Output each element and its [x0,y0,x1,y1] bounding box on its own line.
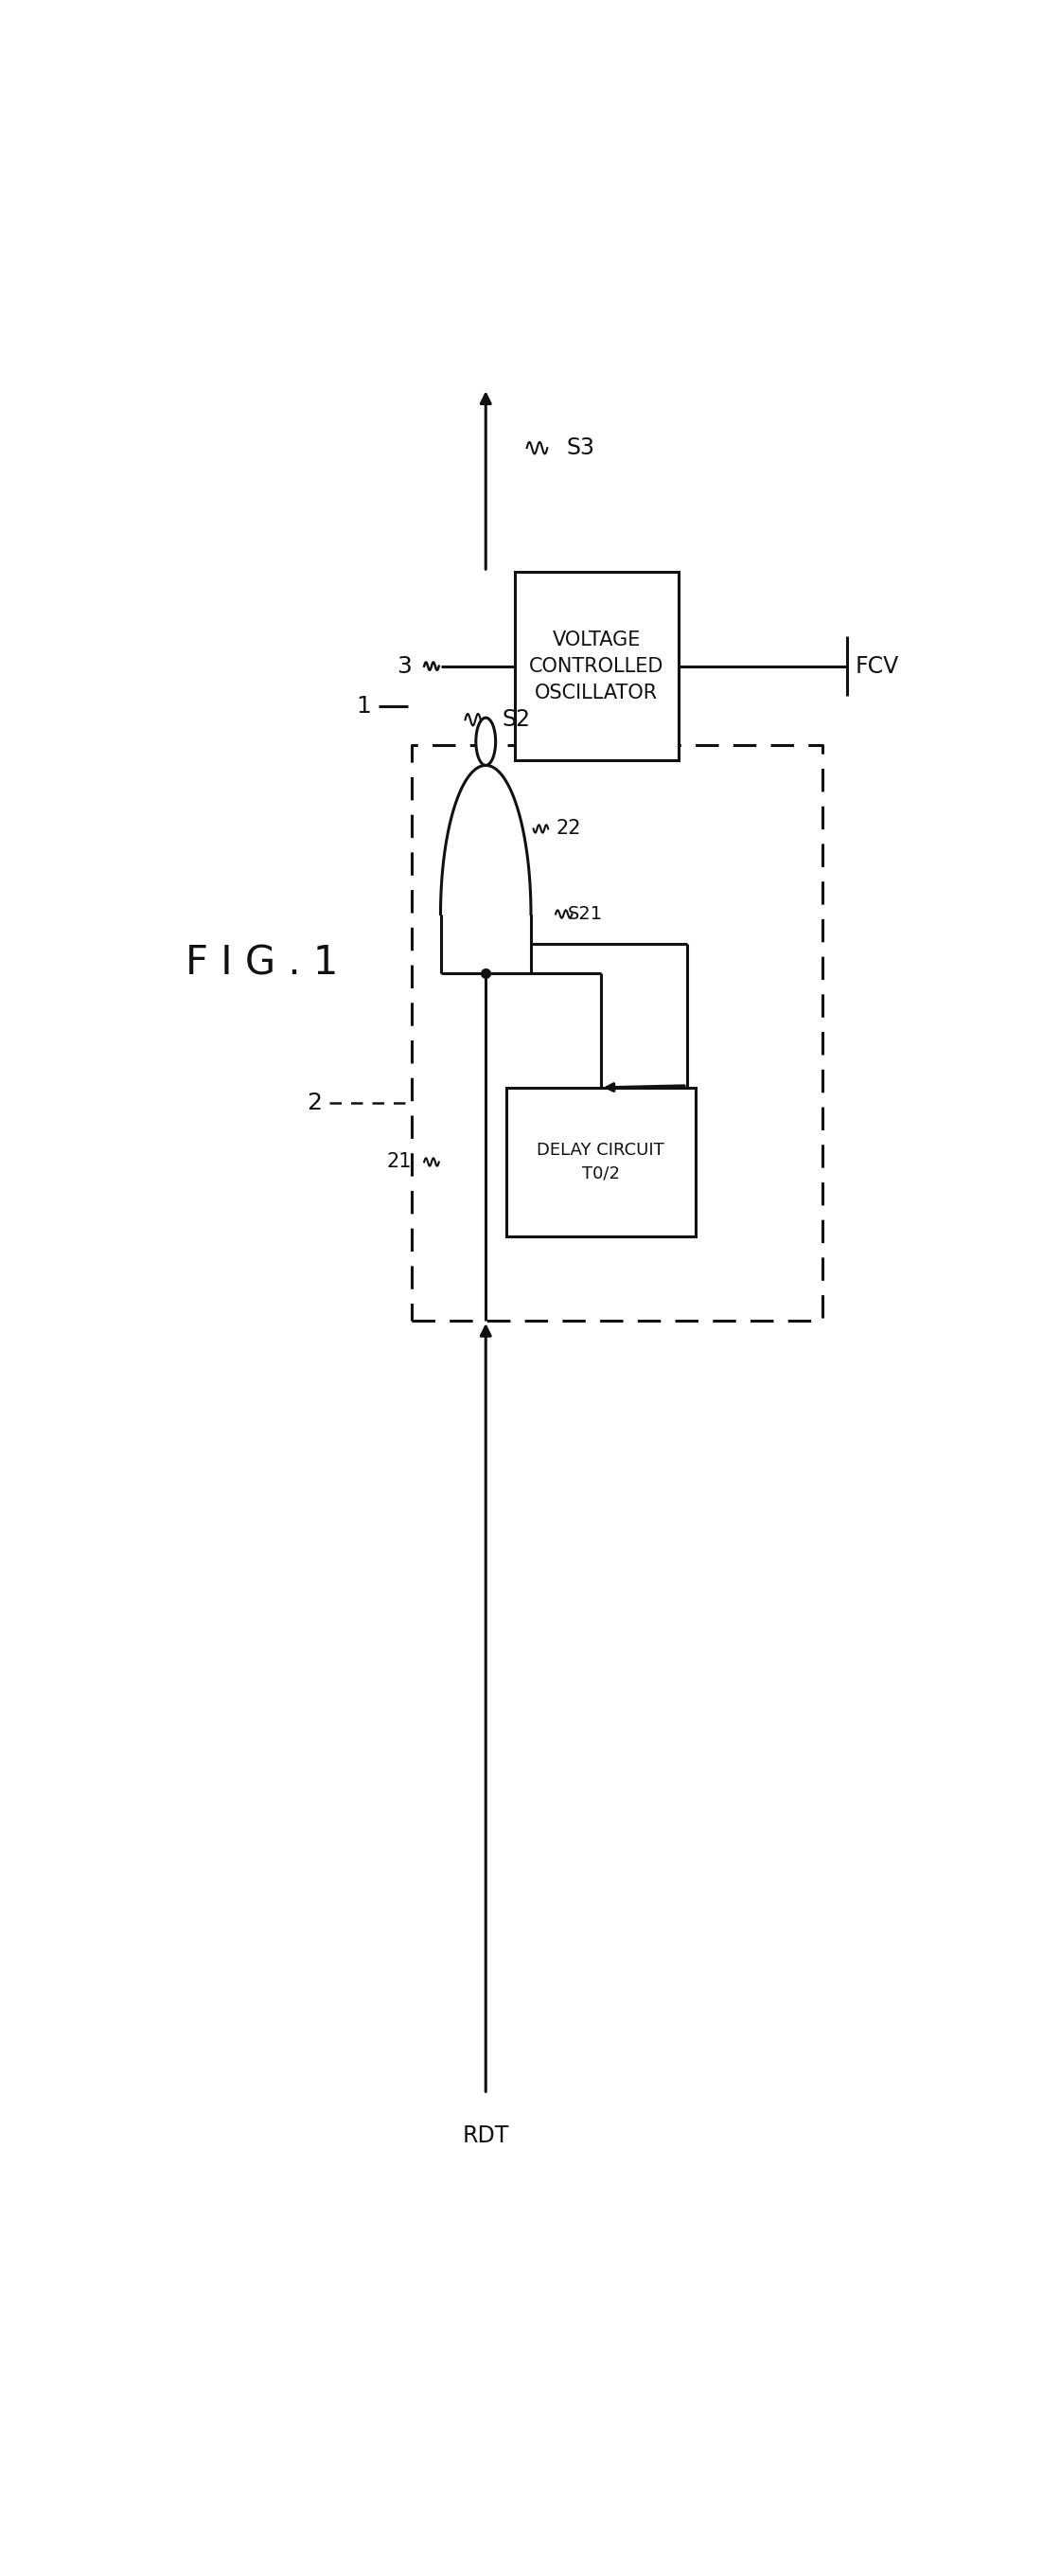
Text: 22: 22 [555,819,581,837]
Circle shape [476,719,496,765]
Text: FCV: FCV [855,654,899,677]
Text: 21: 21 [387,1151,411,1172]
Text: F I G . 1: F I G . 1 [186,943,338,984]
Text: 3: 3 [396,654,411,677]
Text: 2: 2 [306,1092,321,1113]
Text: VOLTAGE
CONTROLLED
OSCILLATOR: VOLTAGE CONTROLLED OSCILLATOR [529,631,664,703]
Text: S2: S2 [502,708,531,732]
Text: 1: 1 [356,696,371,716]
Text: S3: S3 [566,435,595,459]
Text: DELAY CIRCUIT
T0/2: DELAY CIRCUIT T0/2 [537,1141,665,1182]
Bar [514,572,678,760]
Text: S21: S21 [568,904,603,922]
Bar [507,1087,695,1236]
Text: RDT: RDT [462,2125,509,2146]
